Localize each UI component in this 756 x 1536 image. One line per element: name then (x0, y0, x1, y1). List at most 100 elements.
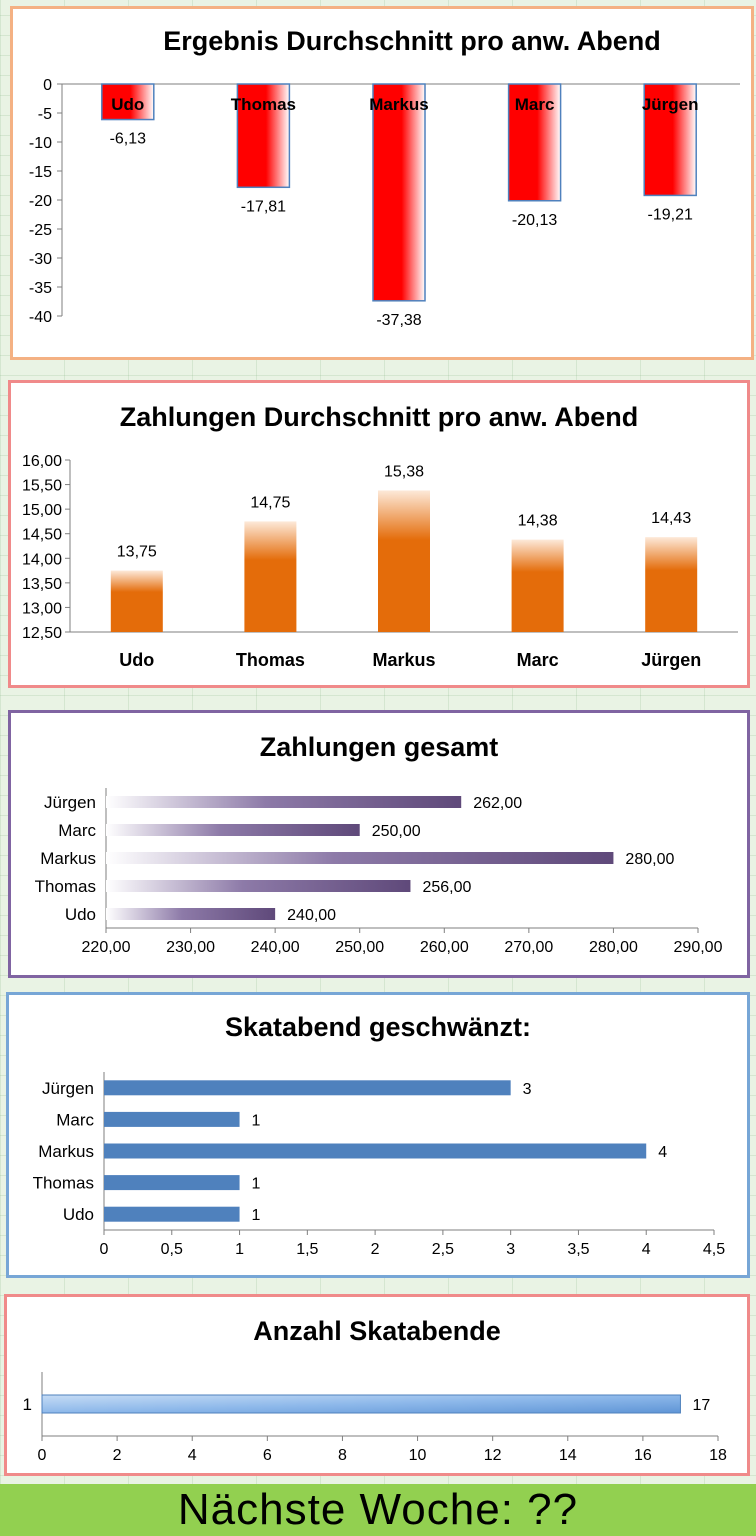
chart-panel-zahlungen-durchschnitt: Zahlungen Durchschnitt pro anw. Abend 12,… (8, 380, 750, 688)
x-tick-label: 8 (338, 1447, 347, 1464)
category-label: Thomas (231, 95, 296, 114)
data-label: -17,81 (241, 198, 286, 215)
chart-title: Anzahl Skatabende (253, 1316, 501, 1346)
x-tick-label: 260,00 (420, 939, 469, 956)
bar-jürgen (645, 537, 698, 632)
x-tick-label: 2 (371, 1241, 380, 1258)
data-label: -6,13 (110, 131, 147, 148)
data-label: -19,21 (648, 206, 693, 223)
bar-udo (101, 83, 155, 121)
bar-thomas (244, 521, 297, 632)
data-label: 1 (252, 1176, 261, 1193)
x-tick-label: 280,00 (589, 939, 638, 956)
category-label: Marc (515, 95, 555, 114)
category-label: Markus (369, 95, 429, 114)
chart-panel-anzahl-skatabende: Anzahl Skatabende 0 2 4 6 8 10 12 14 16 18 1 17 (4, 1294, 750, 1476)
category-label: Jürgen (642, 95, 699, 114)
data-label: 240,00 (287, 907, 336, 924)
data-label: 13,75 (117, 544, 157, 561)
category-label: Udo (111, 95, 144, 114)
bar-jürgen (106, 796, 462, 808)
y-tick-label: 15,00 (22, 502, 62, 519)
footer-text: Nächste Woche: ?? (177, 1485, 579, 1534)
data-label: 14,75 (250, 494, 290, 511)
footer-banner: Nächste Woche: ?? (0, 1484, 756, 1536)
x-tick-label: 2 (113, 1447, 122, 1464)
y-tick-label: 0 (43, 77, 52, 94)
bar-marc (106, 824, 360, 836)
y-tick-label: -25 (29, 222, 52, 239)
y-tick-label: -40 (29, 309, 52, 326)
category-label: Udo (119, 650, 154, 670)
x-tick-label: 250,00 (335, 939, 384, 956)
x-tick-label: 0,5 (161, 1241, 183, 1258)
y-tick-label: 14,50 (22, 527, 62, 544)
y-tick-label: 13,50 (22, 576, 62, 593)
x-tick-label: 240,00 (251, 939, 300, 956)
bar-1 (41, 1394, 681, 1414)
bar-marc (511, 539, 564, 632)
y-tick-label: -15 (29, 164, 52, 181)
chart-zahlungen-gesamt: Zahlungen gesamt 220,00 230,00 240,00 250,00… (8, 710, 750, 978)
y-tick-label: -5 (38, 106, 52, 123)
data-label: 17 (692, 1397, 710, 1414)
chart-border (8, 380, 750, 688)
chart-panel-skatabend-geschwaenzt: Skatabend geschwänzt: 0 0,5 1 1,5 2 2,5 3 3,5 4 4,… (6, 992, 750, 1278)
category-label: Thomas (236, 650, 305, 670)
x-tick-label: 230,00 (166, 939, 215, 956)
category-label: Udo (65, 905, 96, 924)
x-tick-label: 4,5 (703, 1241, 725, 1258)
bar-marc (104, 1111, 240, 1127)
data-label: 250,00 (372, 823, 421, 840)
data-label: 256,00 (422, 879, 471, 896)
category-label: 1 (23, 1395, 32, 1414)
y-tick-label: 16,00 (22, 453, 62, 470)
category-label: Jürgen (641, 650, 701, 670)
chart-title: Zahlungen gesamt (260, 732, 499, 762)
category-label: Markus (38, 1142, 94, 1161)
x-tick-label: 10 (409, 1447, 427, 1464)
chart-border (8, 710, 750, 978)
chart-border (6, 992, 750, 1278)
x-tick-label: 18 (709, 1447, 727, 1464)
chart-border (10, 6, 754, 360)
chart-border (4, 1294, 750, 1476)
x-tick-label: 14 (559, 1447, 577, 1464)
chart-title: Skatabend geschwänzt: (225, 1012, 531, 1042)
x-tick-label: 16 (634, 1447, 652, 1464)
x-tick-label: 12 (484, 1447, 502, 1464)
bar-markus (378, 490, 430, 632)
category-label: Markus (40, 849, 96, 868)
bar-udo (104, 1206, 240, 1222)
bar-thomas (106, 880, 411, 892)
x-tick-label: 4 (642, 1241, 651, 1258)
chart-title: Ergebnis Durchschnitt pro anw. Abend (163, 26, 661, 56)
bar-udo (106, 908, 276, 920)
y-tick-label: -10 (29, 135, 52, 152)
x-tick-label: 3 (506, 1241, 515, 1258)
bar-markus (104, 1143, 647, 1159)
category-label: Thomas (35, 877, 96, 896)
chart-ergebnis-durchschnitt: Ergebnis Durchschnitt pro anw. Abend 0 -5 -… (10, 6, 754, 360)
bar-thomas (104, 1175, 240, 1191)
x-tick-label: 0 (100, 1241, 109, 1258)
bar-thomas (236, 83, 291, 189)
data-label: 14,38 (518, 513, 558, 530)
chart-title: Zahlungen Durchschnitt pro anw. Abend (120, 402, 639, 432)
x-tick-label: 1,5 (296, 1241, 318, 1258)
y-tick-label: -35 (29, 280, 52, 297)
data-label: -37,38 (376, 312, 421, 329)
y-tick-label: 15,50 (22, 478, 62, 495)
chart-panel-ergebnis: Ergebnis Durchschnitt pro anw. Abend 0 -5 -… (10, 6, 754, 360)
x-tick-label: 0 (38, 1447, 47, 1464)
category-label: Markus (372, 650, 435, 670)
y-tick-label: 12,50 (22, 625, 62, 642)
chart-skatabend-geschwaenzt: Skatabend geschwänzt: 0 0,5 1 1,5 2 2,5 3 3,5 4 4,… (6, 992, 750, 1278)
category-label: Udo (63, 1205, 94, 1224)
x-tick-label: 6 (263, 1447, 272, 1464)
data-label: 1 (252, 1112, 261, 1129)
chart-panel-zahlungen-gesamt: Zahlungen gesamt 220,00 230,00 240,00 250,00… (8, 710, 750, 978)
data-label: 3 (523, 1081, 532, 1098)
chart-zahlungen-durchschnitt: Zahlungen Durchschnitt pro anw. Abend 12,… (8, 380, 750, 688)
x-tick-label: 4 (188, 1447, 197, 1464)
